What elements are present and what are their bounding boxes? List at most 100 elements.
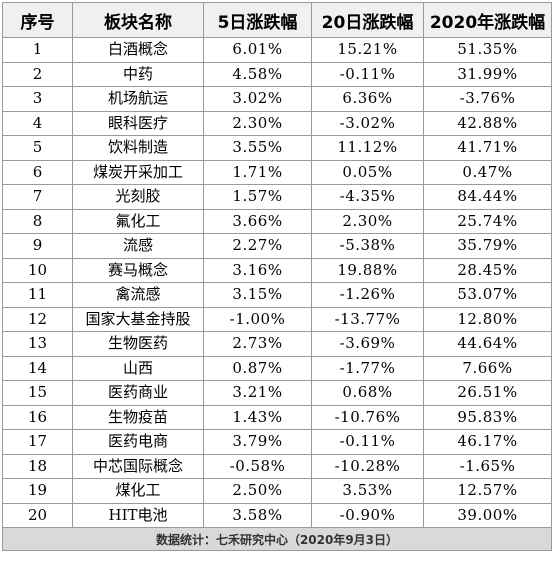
change-5day: 3.16%: [203, 257, 312, 283]
row-index: 1: [2, 37, 73, 63]
change-20day: -1.77%: [311, 355, 424, 381]
row-index: 9: [2, 233, 73, 259]
sector-name: 国家大基金持股: [72, 306, 204, 332]
sector-name: 生物医药: [72, 331, 204, 357]
table-row: 2 中药 4.58% -0.11% 31.99%: [2, 61, 552, 87]
change-2020: 41.71%: [423, 135, 552, 161]
data-source-note: 数据统计：七禾研究中心（2020年9月3日）: [2, 527, 552, 551]
change-20day: 3.53%: [311, 478, 424, 504]
change-5day: 3.02%: [203, 86, 312, 112]
sector-name: 赛马概念: [72, 257, 204, 283]
table-row: 13 生物医药 2.73% -3.69% 44.64%: [2, 331, 552, 357]
row-index: 19: [2, 478, 73, 504]
table-row: 20 HIT电池 3.58% -0.90% 39.00%: [2, 502, 552, 528]
table-row: 10 赛马概念 3.16% 19.88% 28.45%: [2, 257, 552, 283]
header-index: 序号: [2, 2, 73, 38]
table-body: 1 白酒概念 6.01% 15.21% 51.35% 2 中药 4.58% -0.11% 31.9…: [2, 37, 552, 528]
header-sector-name: 板块名称: [72, 2, 204, 38]
change-2020: 39.00%: [423, 502, 552, 528]
change-2020: 35.79%: [423, 233, 552, 259]
sector-name: 机场航运: [72, 86, 204, 112]
change-5day: 1.43%: [203, 404, 312, 430]
change-20day: -5.38%: [311, 233, 424, 259]
change-20day: 0.05%: [311, 159, 424, 185]
change-5day: 3.21%: [203, 380, 312, 406]
table-row: 17 医药电商 3.79% -0.11% 46.17%: [2, 429, 552, 455]
sector-name: 眼科医疗: [72, 110, 204, 136]
sector-performance-table: 序号 板块名称 5日涨跌幅 20日涨跌幅 2020年涨跌幅 1 白酒概念 6.01%…: [2, 2, 552, 551]
table-footer: 数据统计：七禾研究中心（2020年9月3日）: [2, 527, 552, 551]
change-20day: -3.69%: [311, 331, 424, 357]
table-row: 15 医药商业 3.21% 0.68% 26.51%: [2, 380, 552, 406]
table-row: 6 煤炭开采加工 1.71% 0.05% 0.47%: [2, 159, 552, 185]
footer-row: 数据统计：七禾研究中心（2020年9月3日）: [2, 527, 552, 551]
row-index: 11: [2, 282, 73, 308]
change-2020: 42.88%: [423, 110, 552, 136]
change-20day: -3.02%: [311, 110, 424, 136]
change-5day: 3.79%: [203, 429, 312, 455]
change-5day: 2.30%: [203, 110, 312, 136]
table-row: 4 眼科医疗 2.30% -3.02% 42.88%: [2, 110, 552, 136]
table-row: 12 国家大基金持股 -1.00% -13.77% 12.80%: [2, 306, 552, 332]
table-row: 5 饮料制造 3.55% 11.12% 41.71%: [2, 135, 552, 161]
header-2020-change: 2020年涨跌幅: [423, 2, 552, 38]
change-2020: 95.83%: [423, 404, 552, 430]
sector-name: 禽流感: [72, 282, 204, 308]
change-2020: 44.64%: [423, 331, 552, 357]
header-20day-change: 20日涨跌幅: [311, 2, 424, 38]
change-2020: 0.47%: [423, 159, 552, 185]
change-5day: -1.00%: [203, 306, 312, 332]
change-20day: -10.28%: [311, 453, 424, 479]
row-index: 12: [2, 306, 73, 332]
table-row: 18 中芯国际概念 -0.58% -10.28% -1.65%: [2, 453, 552, 479]
row-index: 18: [2, 453, 73, 479]
change-20day: 2.30%: [311, 208, 424, 234]
sector-name: 光刻胶: [72, 184, 204, 210]
change-20day: -10.76%: [311, 404, 424, 430]
change-20day: 6.36%: [311, 86, 424, 112]
table-row: 9 流感 2.27% -5.38% 35.79%: [2, 233, 552, 259]
change-2020: 12.80%: [423, 306, 552, 332]
change-20day: 11.12%: [311, 135, 424, 161]
change-5day: 2.73%: [203, 331, 312, 357]
change-5day: -0.58%: [203, 453, 312, 479]
row-index: 20: [2, 502, 73, 528]
change-2020: 12.57%: [423, 478, 552, 504]
change-20day: -0.11%: [311, 429, 424, 455]
row-index: 10: [2, 257, 73, 283]
table-row: 16 生物疫苗 1.43% -10.76% 95.83%: [2, 404, 552, 430]
change-5day: 0.87%: [203, 355, 312, 381]
change-5day: 2.27%: [203, 233, 312, 259]
change-2020: 28.45%: [423, 257, 552, 283]
change-2020: 26.51%: [423, 380, 552, 406]
change-20day: 19.88%: [311, 257, 424, 283]
change-5day: 3.66%: [203, 208, 312, 234]
table-row: 7 光刻胶 1.57% -4.35% 84.44%: [2, 184, 552, 210]
table-row: 14 山西 0.87% -1.77% 7.66%: [2, 355, 552, 381]
row-index: 14: [2, 355, 73, 381]
change-5day: 3.58%: [203, 502, 312, 528]
change-2020: 46.17%: [423, 429, 552, 455]
sector-name: 煤炭开采加工: [72, 159, 204, 185]
sector-name: 煤化工: [72, 478, 204, 504]
change-5day: 1.57%: [203, 184, 312, 210]
row-index: 16: [2, 404, 73, 430]
change-5day: 4.58%: [203, 61, 312, 87]
change-20day: -4.35%: [311, 184, 424, 210]
table-row: 3 机场航运 3.02% 6.36% -3.76%: [2, 86, 552, 112]
row-index: 3: [2, 86, 73, 112]
table-row: 8 氟化工 3.66% 2.30% 25.74%: [2, 208, 552, 234]
sector-name: 山西: [72, 355, 204, 381]
change-2020: -3.76%: [423, 86, 552, 112]
sector-name: 中芯国际概念: [72, 453, 204, 479]
header-5day-change: 5日涨跌幅: [203, 2, 312, 38]
sector-name: 医药电商: [72, 429, 204, 455]
row-index: 13: [2, 331, 73, 357]
change-2020: 31.99%: [423, 61, 552, 87]
sector-name: 饮料制造: [72, 135, 204, 161]
change-5day: 3.55%: [203, 135, 312, 161]
change-20day: -0.90%: [311, 502, 424, 528]
sector-name: 生物疫苗: [72, 404, 204, 430]
row-index: 8: [2, 208, 73, 234]
sector-name: 流感: [72, 233, 204, 259]
